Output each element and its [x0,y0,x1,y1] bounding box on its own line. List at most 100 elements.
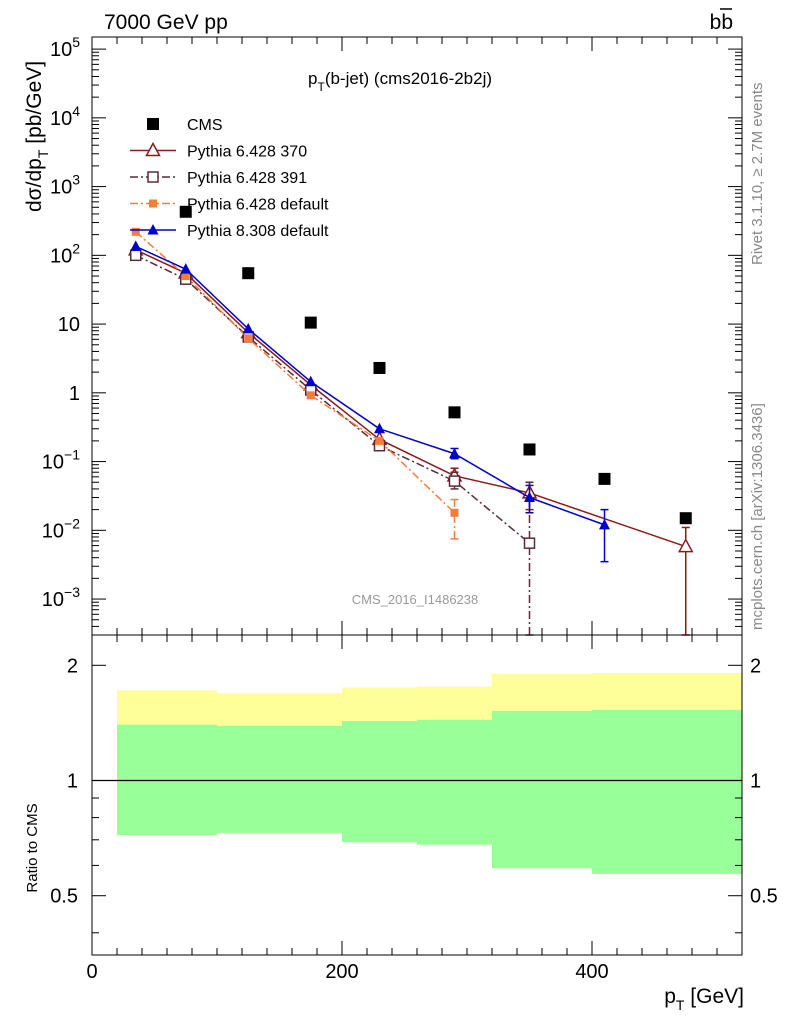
band-inner [342,721,417,843]
y-tick-label-base: 10 [42,452,64,474]
band-inner [217,725,342,833]
data-point [524,491,535,503]
series-line [135,231,456,514]
data-point [449,447,460,459]
ratio-y-tick-label: 2 [67,655,78,677]
ylabel-main: dσ/dp [23,158,46,212]
data-point [306,391,315,400]
legend-marker [149,199,157,208]
data-point [131,227,140,236]
legend-marker [147,118,159,130]
xlabel-p: p [664,985,676,1008]
data-point [304,316,317,329]
data-point [598,472,611,485]
ratio-y-label: Ratio to CMS [24,803,41,892]
x-tick-label: 200 [325,961,358,983]
band-inner [492,710,592,869]
ratio-bands [92,672,742,874]
series-4 [130,240,610,563]
y-tick-label: 10−2 [42,515,80,542]
data-point [450,508,459,517]
series-0 [179,205,692,525]
data-point [373,361,386,374]
series-line [135,254,530,544]
data-point [130,240,142,251]
data-point [305,375,317,387]
y-tick-label-base: 1 [69,383,80,405]
legend-label: Pythia 8.308 default [187,223,329,240]
data-point [448,406,461,419]
legend-marker [147,224,159,235]
data-point [179,205,192,218]
y-tick-label: 105 [50,34,80,61]
y-tick-label: 102 [50,240,80,267]
data-point [180,263,192,274]
header-right-b2: b [721,11,733,34]
ratio-axes: 0.5 0.5 1 1 2 2 0 200 400 [50,635,778,983]
title-p: p [308,69,317,88]
main-series-layer [127,205,694,636]
y-tick-label: 10 [58,314,80,336]
y-tick-label-base: 10 [50,177,72,199]
data-point [448,475,461,487]
legend: CMS Pythia 6.428 370 Pythia 6.428 391 Pythi… [130,117,329,240]
data-point [599,518,610,530]
legend-label: Pythia 6.428 370 [187,144,307,161]
y-tick-label: 1 [69,383,80,405]
header-left: 7000 GeV pp [104,11,228,34]
series-2 [130,249,536,636]
data-point [181,272,190,281]
ratio-y-tick-label-right: 0.5 [750,886,778,908]
rivet-label: Rivet 3.1.10, ≥ 2.7M events [749,83,766,266]
ratio-y-tick-label: 0.5 [50,886,78,908]
y-tick-label-exp: −1 [64,447,80,463]
y-tick-label-exp: −2 [64,515,80,531]
ylabel-unit: [pb/GeV] [23,61,46,150]
y-axis-label: dσ/dpT [pb/GeV] [23,61,51,212]
y-tick-label-base: 10 [42,520,64,542]
xlabel-unit: [GeV] [684,985,744,1008]
y-tick-label-base: 10 [42,589,64,611]
data-point [677,537,694,553]
data-point [523,537,536,549]
header-right-b1: b [710,11,722,34]
y-tick-label-exp: 3 [72,172,80,188]
chart-title: pT(b-jet) (cms2016-2b2j) [308,69,492,94]
data-point [242,322,254,334]
data-point [374,422,385,434]
data-point [375,436,384,445]
y-tick-label: 103 [50,172,80,199]
series-line [135,245,605,526]
band-inner [117,724,217,836]
y-tick-label-exp: 5 [72,34,80,50]
y-tick-label-base: 10 [58,314,80,336]
ratio-y-tick-label-right: 1 [750,771,761,793]
xlabel-sub: T [676,997,685,1013]
legend-label: CMS [187,117,223,134]
data-point [523,443,536,456]
y-tick-label: 10−3 [42,584,80,611]
data-point [242,267,255,280]
x-tick-label: 400 [575,961,608,983]
y-tick-label-exp: 2 [72,240,80,256]
ratio-y-tick-label: 1 [67,771,78,793]
y-tick-label-exp: −3 [64,584,80,600]
y-tick-label-base: 10 [50,245,72,267]
data-point [130,249,142,262]
y-tick-label: 10−1 [42,447,80,474]
ratio-y-tick-label-right: 2 [750,655,761,677]
band-inner [592,709,742,874]
title-sub: T [317,80,325,94]
legend-marker [147,171,159,183]
band-inner [417,719,492,845]
data-point [679,512,692,525]
x-axis-label: pT [GeV] [664,985,744,1013]
ylabel-sub: T [35,149,51,158]
mcplots-label: mcplots.cern.ch [arXiv:1306.3436] [749,403,766,630]
ratio-panel: 0.5 0.5 1 1 2 2 0 200 400 Ratio to CMS pT [GeV] [24,634,778,1013]
watermark: CMS_2016_I1486238 [352,592,479,607]
x-tick-label: 0 [86,961,97,983]
